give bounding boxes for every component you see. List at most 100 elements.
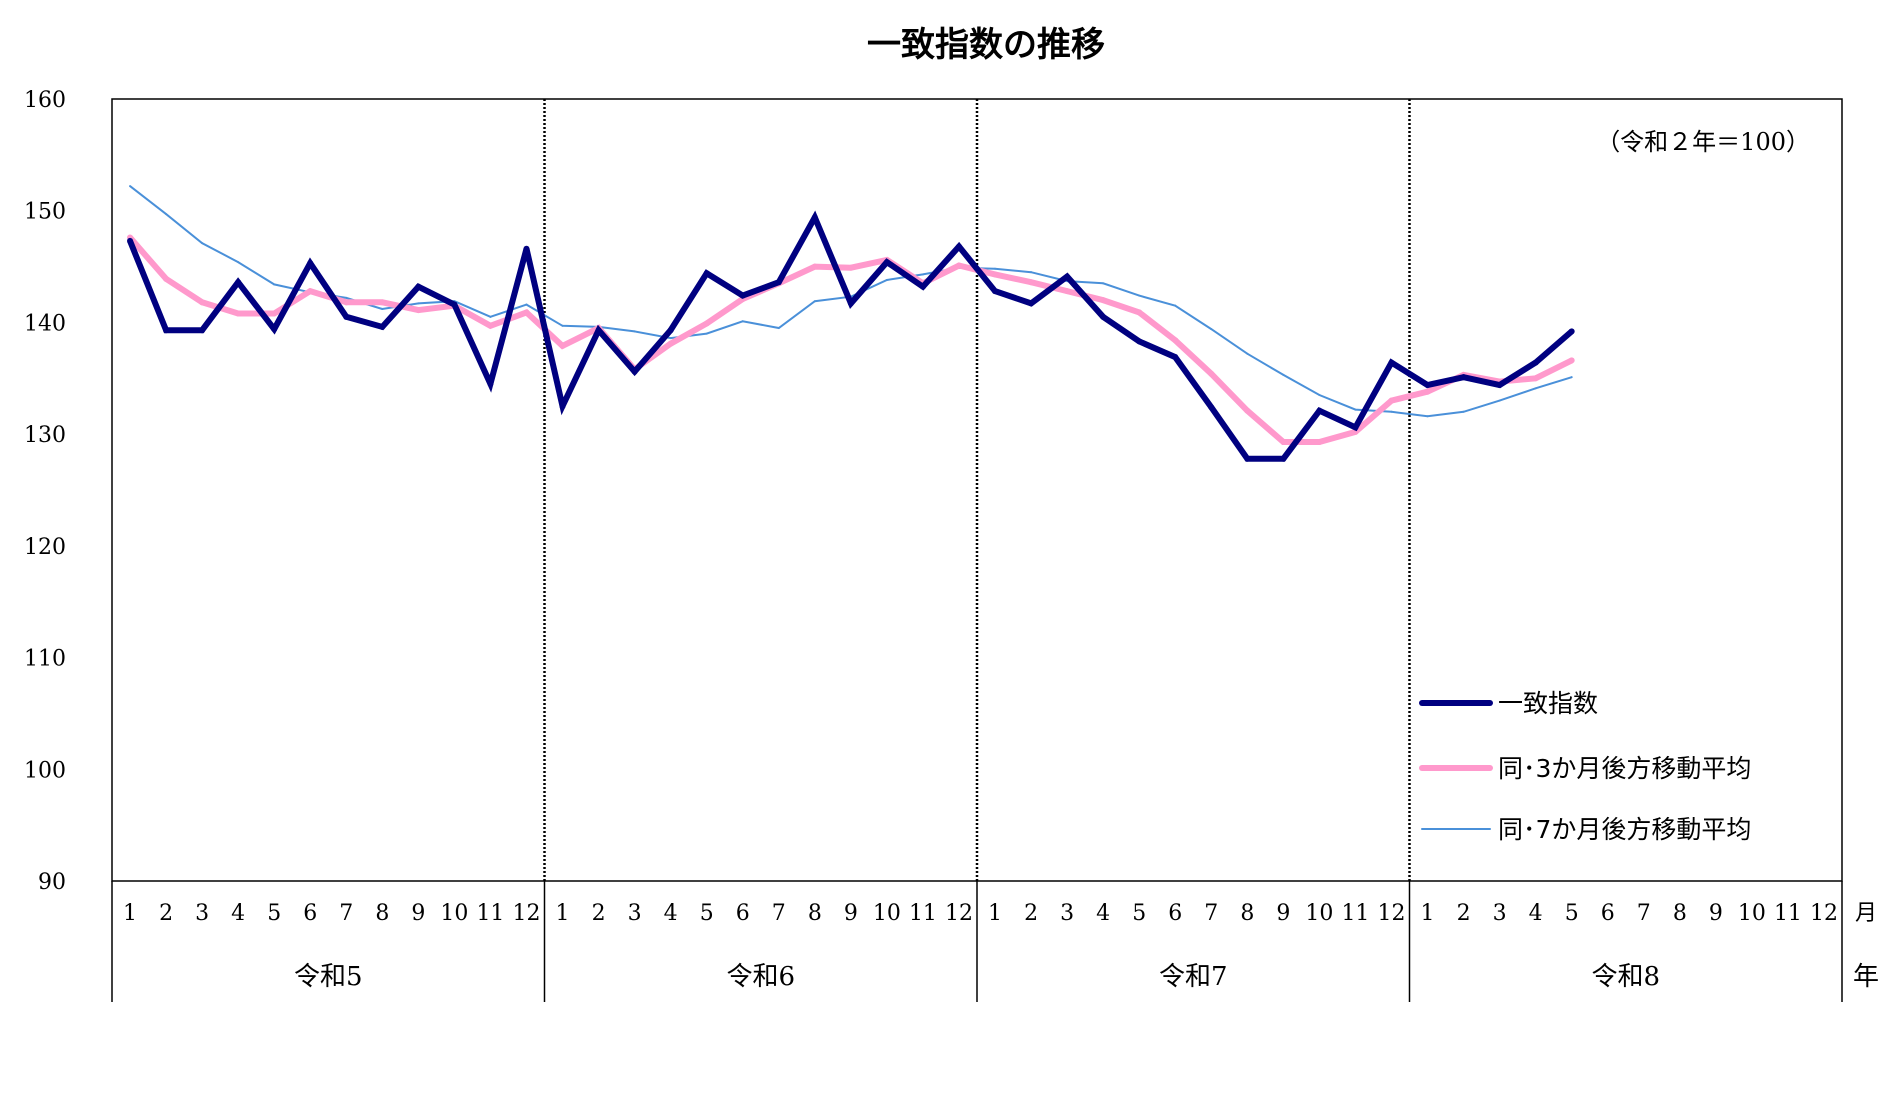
x-month-label: 8 bbox=[1240, 901, 1254, 926]
series-2-point bbox=[667, 340, 674, 347]
legend-label: 同･3か月後方移動平均 bbox=[1498, 754, 1751, 783]
series-2-point bbox=[487, 322, 494, 329]
x-month-unit: 月 bbox=[1855, 901, 1877, 926]
x-month-label: 7 bbox=[772, 901, 786, 926]
series-3-point bbox=[1246, 352, 1249, 355]
series-3-point bbox=[273, 283, 276, 286]
series-3-point bbox=[741, 320, 744, 323]
x-month-label: 2 bbox=[159, 901, 173, 926]
series-1-point bbox=[1352, 424, 1359, 431]
series-1-point bbox=[1532, 359, 1539, 366]
series-1-point bbox=[1028, 300, 1035, 307]
series-line-1 bbox=[127, 210, 1574, 462]
series-1-point bbox=[1244, 455, 1251, 462]
x-month-label: 1 bbox=[988, 901, 1002, 926]
series-2-point bbox=[379, 299, 386, 306]
series-1-point bbox=[631, 368, 638, 375]
x-month-label: 5 bbox=[700, 901, 714, 926]
series-2-point bbox=[559, 342, 566, 349]
series-1-point bbox=[1100, 313, 1107, 320]
series-3-point bbox=[381, 308, 384, 311]
x-month-label: 4 bbox=[664, 901, 678, 926]
x-month-label: 8 bbox=[1673, 901, 1687, 926]
x-month-label: 10 bbox=[1738, 901, 1766, 926]
x-month-label: 12 bbox=[512, 901, 540, 926]
x-month-label: 10 bbox=[1305, 901, 1333, 926]
legend-label: 同･7か月後方移動平均 bbox=[1498, 815, 1751, 844]
series-3-point bbox=[1318, 394, 1321, 397]
x-month-label: 9 bbox=[1276, 901, 1290, 926]
series-2-point bbox=[1208, 370, 1215, 377]
series-1-point bbox=[919, 283, 926, 290]
year-dividers bbox=[111, 99, 1843, 1002]
series-2-point bbox=[163, 275, 170, 282]
series-3-point bbox=[669, 337, 672, 340]
series-3-point bbox=[561, 324, 564, 327]
x-month-label: 1 bbox=[123, 901, 137, 926]
x-month-label: 2 bbox=[1457, 901, 1471, 926]
series-layer bbox=[127, 185, 1575, 462]
series-2-point bbox=[199, 299, 206, 306]
y-tick-label: 100 bbox=[24, 758, 66, 783]
series-1-point bbox=[1316, 407, 1323, 414]
series-3-point bbox=[417, 302, 420, 305]
series-2-point bbox=[1244, 407, 1251, 414]
x-month-label: 7 bbox=[339, 901, 353, 926]
x-month-label: 11 bbox=[1774, 901, 1802, 926]
x-month-label: 10 bbox=[873, 901, 901, 926]
series-2-point bbox=[1064, 288, 1071, 295]
y-tick-label: 150 bbox=[24, 200, 66, 225]
series-3-point bbox=[1534, 387, 1537, 390]
series-1-point bbox=[487, 380, 494, 387]
x-month-label: 10 bbox=[440, 901, 468, 926]
y-tick-label: 90 bbox=[38, 870, 66, 895]
series-2-point bbox=[847, 264, 854, 271]
series-2-point bbox=[1100, 297, 1107, 304]
series-1-point bbox=[1496, 381, 1503, 388]
x-month-label: 6 bbox=[736, 901, 750, 926]
series-2-point bbox=[992, 271, 999, 278]
x-month-label: 7 bbox=[1637, 901, 1651, 926]
series-1-point bbox=[379, 323, 386, 330]
x-month-label: 9 bbox=[1709, 901, 1723, 926]
series-1-point bbox=[343, 313, 350, 320]
series-1-point bbox=[1460, 374, 1467, 381]
x-month-label: 3 bbox=[195, 901, 209, 926]
series-2-point bbox=[1316, 438, 1323, 445]
series-1-point bbox=[955, 243, 962, 250]
year-group-label: 令和6 bbox=[726, 962, 795, 992]
series-1-point bbox=[1568, 328, 1575, 335]
series-1-point bbox=[992, 288, 999, 295]
series-3-point bbox=[705, 332, 708, 335]
x-month-label: 6 bbox=[1601, 901, 1615, 926]
series-2-point bbox=[955, 262, 962, 269]
x-month-label: 7 bbox=[1204, 901, 1218, 926]
x-month-label: 4 bbox=[1529, 901, 1543, 926]
year-group-label: 令和5 bbox=[294, 962, 363, 992]
series-1-point bbox=[775, 279, 782, 286]
series-3-point bbox=[237, 261, 240, 264]
series-2-point bbox=[1568, 357, 1575, 364]
x-month-label: 2 bbox=[592, 901, 606, 926]
series-3-point bbox=[1426, 415, 1429, 418]
series-1-point bbox=[415, 283, 422, 290]
x-year-unit: 年 bbox=[1853, 962, 1879, 992]
series-3-point bbox=[994, 267, 997, 270]
series-3-point bbox=[345, 296, 348, 299]
series-3-point bbox=[1210, 328, 1213, 331]
series-1-point bbox=[811, 214, 818, 221]
chart-title: 一致指数の推移 bbox=[867, 25, 1105, 65]
x-month-label: 11 bbox=[909, 901, 937, 926]
series-1-point bbox=[667, 327, 674, 334]
series-1-point bbox=[1280, 455, 1287, 462]
x-month-label: 5 bbox=[1565, 901, 1579, 926]
series-1-point bbox=[739, 292, 746, 299]
series-3-point bbox=[777, 327, 780, 330]
y-axis: 160 150 140 130 120 110 100 90 bbox=[24, 88, 66, 895]
series-2-point bbox=[1136, 309, 1143, 316]
series-3-point bbox=[1282, 373, 1285, 376]
series-3-point bbox=[1174, 304, 1177, 307]
unit-annotation: （令和２年＝100） bbox=[1596, 128, 1810, 156]
